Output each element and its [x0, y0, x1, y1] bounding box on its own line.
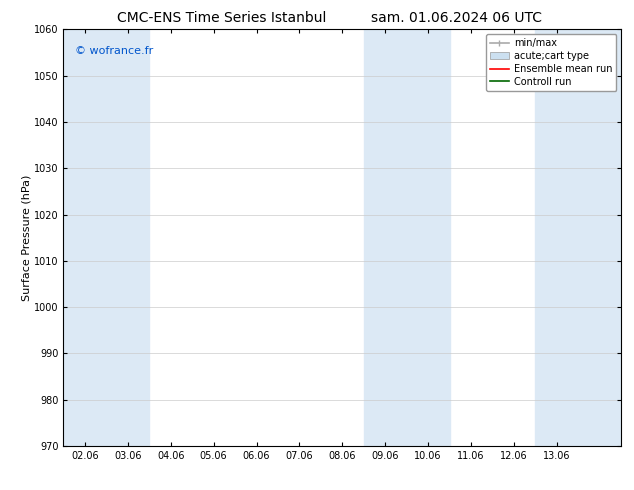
- Text: CMC-ENS Time Series Istanbul: CMC-ENS Time Series Istanbul: [117, 11, 327, 25]
- Bar: [536, 29, 621, 446]
- Bar: [364, 29, 450, 446]
- Text: © wofrance.fr: © wofrance.fr: [75, 46, 153, 56]
- Y-axis label: Surface Pressure (hPa): Surface Pressure (hPa): [21, 174, 31, 301]
- Text: sam. 01.06.2024 06 UTC: sam. 01.06.2024 06 UTC: [371, 11, 542, 25]
- Bar: [63, 29, 149, 446]
- Legend: min/max, acute;cart type, Ensemble mean run, Controll run: min/max, acute;cart type, Ensemble mean …: [486, 34, 616, 91]
